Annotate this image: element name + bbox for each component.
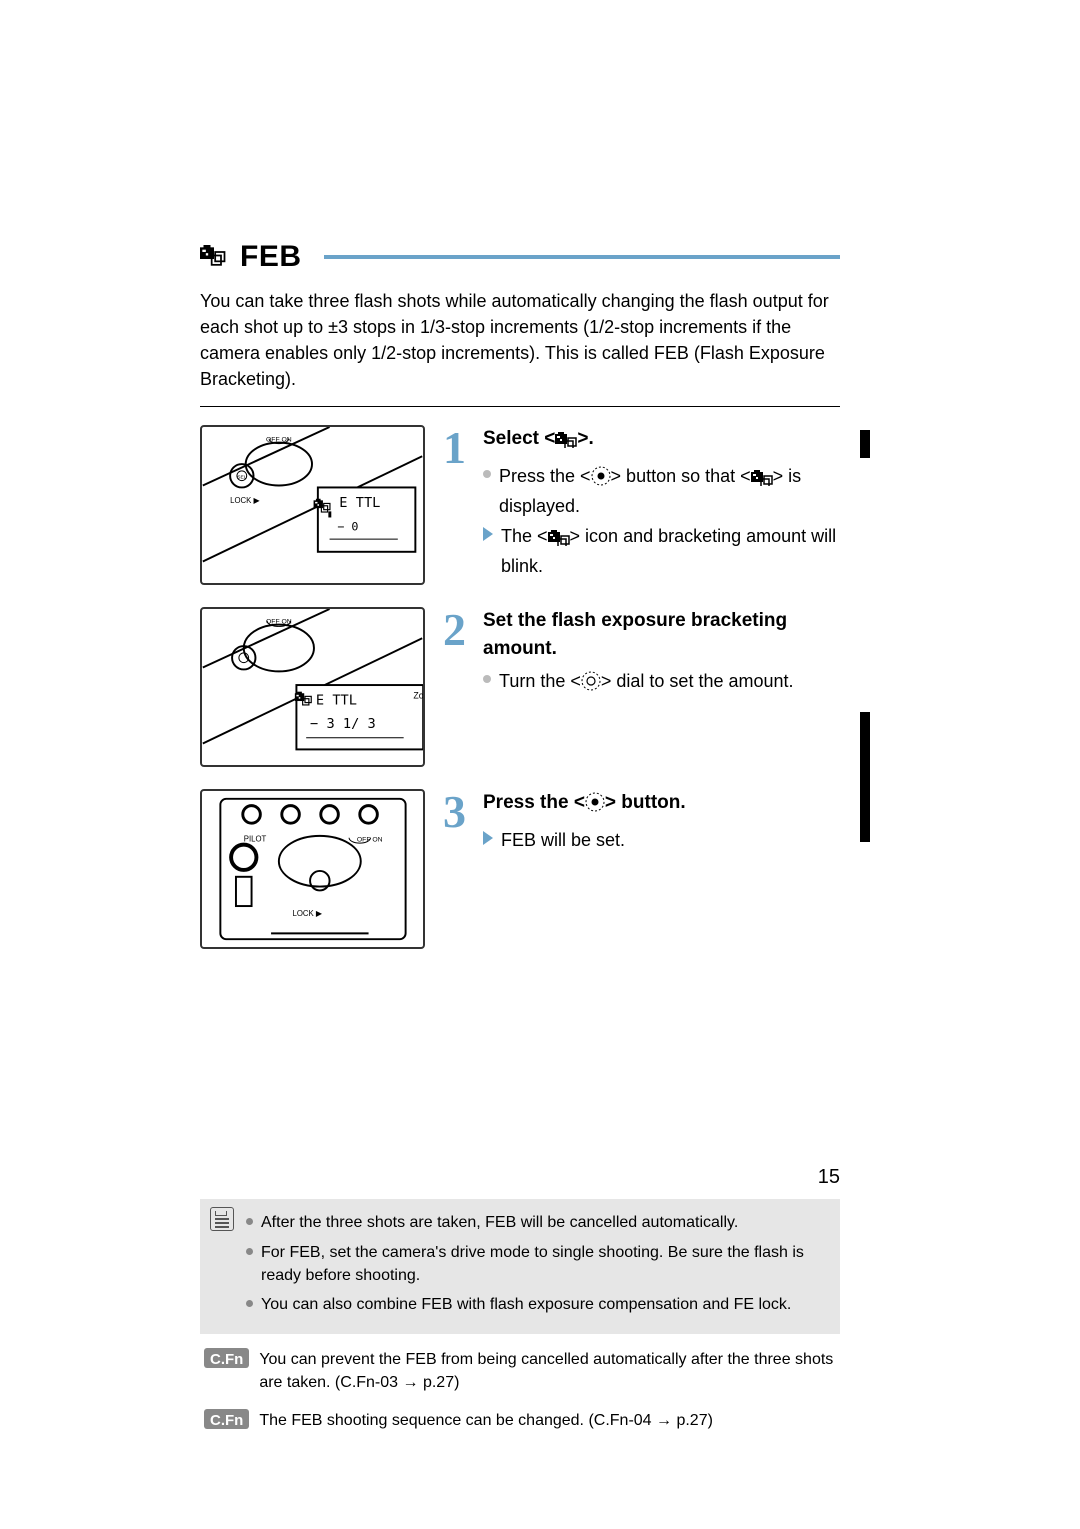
notes-box: After the three shots are taken, FEB wil…: [200, 1199, 840, 1334]
heading-rule: [324, 255, 841, 259]
step-2-line-1: Turn the <> dial to set the amount.: [483, 668, 840, 698]
note-icon: [210, 1207, 234, 1231]
step-1-illustration: OFF ON SEL LOCK ▶ E TTL − 0 ▮: [200, 425, 425, 585]
svg-text:E TTL: E TTL: [339, 495, 380, 511]
svg-text:PILOT: PILOT: [244, 835, 267, 844]
step-1-number: 1: [443, 425, 477, 583]
step-3-line-1: FEB will be set.: [483, 827, 840, 853]
cfn-note-1: C.Fn You can prevent the FEB from being …: [200, 1348, 840, 1394]
svg-text:SEL: SEL: [237, 475, 246, 481]
svg-text:Zo: Zo: [413, 691, 423, 701]
sel-set-icon: [591, 466, 611, 493]
step-2-number: 2: [443, 607, 477, 702]
svg-text:LOCK ▶: LOCK ▶: [293, 909, 323, 918]
step-2-illustration: OFF ON E TTL − 3 1/ 3 Zo: [200, 607, 425, 767]
note-item: You can also combine FEB with flash expo…: [246, 1293, 826, 1316]
svg-text:▮: ▮: [328, 510, 332, 519]
section-heading: FEB: [200, 240, 840, 274]
feb-icon: [555, 429, 577, 457]
cfn-text: You can prevent the FEB from being cance…: [259, 1348, 840, 1394]
cfn-badge: C.Fn: [204, 1348, 249, 1368]
feb-icon: [751, 467, 773, 493]
svg-text:LOCK ▶: LOCK ▶: [230, 496, 260, 505]
page-number: 15: [818, 1166, 840, 1189]
svg-text:− 0: − 0: [337, 520, 358, 534]
feb-icon: [200, 245, 228, 269]
cfn-note-2: C.Fn The FEB shooting sequence can be ch…: [200, 1409, 840, 1432]
note-item: After the three shots are taken, FEB wil…: [246, 1211, 826, 1234]
step-2: OFF ON E TTL − 3 1/ 3 Zo 2 Set the flash…: [200, 607, 840, 767]
step-1-title: Select <>.: [483, 425, 840, 457]
step-3-title: Press the <> button.: [483, 789, 840, 821]
divider: [200, 406, 840, 407]
cfn-badge: C.Fn: [204, 1409, 249, 1429]
step-1-line-2: The <> icon and bracketing amount will b…: [483, 523, 840, 579]
svg-text:− 3 1/ 3: − 3 1/ 3: [310, 716, 376, 732]
step-2-title: Set the flash exposure bracketing amount…: [483, 607, 840, 662]
svg-text:E TTL: E TTL: [316, 693, 357, 709]
feb-icon: [548, 527, 570, 553]
page-tab-side: [860, 712, 870, 842]
step-1: OFF ON SEL LOCK ▶ E TTL − 0 ▮ 1 Select <…: [200, 425, 840, 585]
intro-text: You can take three flash shots while aut…: [200, 288, 840, 392]
step-1-line-1: Press the <> button so that <> is displa…: [483, 463, 840, 519]
step-3: PILOT OFF ON LOCK ▶ 3 Press the <> butto…: [200, 789, 840, 949]
sel-set-icon: [585, 792, 605, 821]
page-tab-top: [860, 430, 870, 458]
dial-icon: [581, 671, 601, 698]
step-3-number: 3: [443, 789, 477, 857]
cfn-text: The FEB shooting sequence can be changed…: [259, 1409, 713, 1432]
step-3-illustration: PILOT OFF ON LOCK ▶: [200, 789, 425, 949]
section-title: FEB: [240, 240, 302, 274]
note-item: For FEB, set the camera's drive mode to …: [246, 1241, 826, 1287]
